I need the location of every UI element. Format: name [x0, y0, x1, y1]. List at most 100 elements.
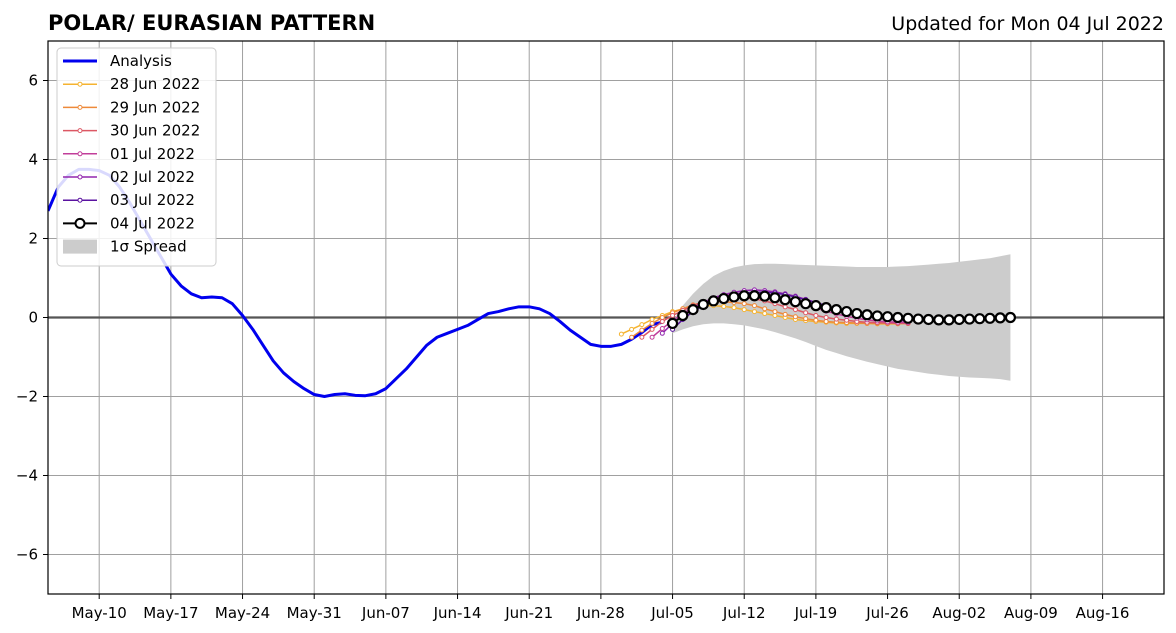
legend-label: 28 Jun 2022 [110, 75, 200, 93]
forecast-point [769, 292, 781, 304]
forecast-point [618, 331, 624, 337]
forecast-point [629, 326, 635, 332]
legend-label: 02 Jul 2022 [110, 168, 195, 186]
forecast-point [933, 314, 945, 326]
forecast-point [762, 311, 768, 317]
forecast-point [851, 307, 863, 320]
forecast-point [902, 312, 914, 324]
forecast-point [731, 305, 737, 311]
legend-label: 1σ Spread [110, 238, 187, 256]
legend-item: 29 Jun 2022 [63, 98, 200, 116]
forecast-point [677, 309, 689, 322]
forecast-point [721, 303, 727, 309]
legend-marker [77, 81, 83, 87]
forecast-point [649, 334, 655, 340]
forecast-point [629, 334, 635, 340]
forecast-point [741, 307, 747, 313]
forecast-point [953, 313, 965, 326]
forecast-point [803, 310, 809, 316]
forecast-point [759, 290, 771, 302]
x-tick-label: Jun-14 [433, 604, 482, 622]
legend-marker [77, 128, 83, 134]
x-tick-label: Aug-16 [1076, 604, 1130, 622]
legend-swatch [63, 239, 97, 254]
forecast-point [912, 313, 924, 325]
legend-label: 30 Jun 2022 [110, 122, 200, 140]
spread-band [672, 254, 1011, 381]
forecast-point [772, 309, 778, 315]
forecast-point [943, 314, 955, 326]
forecast-point [1004, 311, 1017, 324]
forecast-point [728, 291, 740, 303]
legend-item: 02 Jul 2022 [63, 168, 195, 186]
forecast-point [659, 326, 665, 332]
forecast-point [779, 294, 791, 306]
x-tick-label: May-17 [143, 604, 198, 622]
forecast-point [649, 316, 655, 322]
chart-title: POLAR/ EURASIAN PATTERN [48, 11, 375, 35]
y-tick-label: 4 [28, 151, 38, 169]
forecast-point [823, 315, 829, 320]
legend-label: 29 Jun 2022 [110, 98, 200, 116]
forecast-point [922, 313, 935, 326]
legend-item: 01 Jul 2022 [63, 145, 195, 163]
forecast-point [639, 327, 645, 333]
legend-item: 04 Jul 2022 [63, 214, 195, 232]
y-tick-label: −6 [16, 546, 38, 564]
legend: Analysis 28 Jun 2022 29 Jun 2022 30 Jun 202… [56, 47, 217, 267]
x-tick-label: Jun-28 [576, 604, 625, 622]
forecast-point [792, 314, 798, 320]
x-tick-label: May-24 [215, 604, 270, 622]
x-tick-label: Jul-26 [865, 604, 909, 622]
forecast-point [718, 292, 730, 305]
forecast-point [666, 317, 679, 330]
legend-marker [77, 104, 83, 110]
forecast-point [844, 317, 850, 323]
forecast-point [639, 334, 645, 340]
forecast-point [782, 304, 788, 310]
x-tick-label: Jul-05 [650, 604, 694, 622]
forecast-point [659, 330, 665, 336]
legend-item: 03 Jul 2022 [63, 191, 195, 209]
forecast-point [751, 303, 757, 309]
forecast-line [631, 300, 909, 338]
x-tick-label: Jun-07 [361, 604, 410, 622]
updated-date: Updated for Mon 04 Jul 2022 [891, 13, 1164, 35]
forecast-point [772, 313, 778, 319]
forecast-point [789, 296, 802, 308]
legend-marker [77, 174, 83, 180]
forecast-point [639, 322, 645, 328]
legend-item: 30 Jun 2022 [63, 122, 200, 140]
forecast-point [813, 313, 819, 319]
forecast-point [984, 312, 996, 324]
forecast-point [871, 310, 883, 322]
forecast-point [741, 301, 747, 307]
forecast-series-04-jul-2022 [666, 290, 1017, 330]
forecast-point [820, 302, 832, 314]
forecast-point [659, 315, 665, 320]
forecast-point [803, 316, 809, 322]
forecast-point [841, 305, 853, 318]
forecast-point [813, 317, 819, 323]
forecast-point [762, 306, 768, 312]
legend-marker [77, 151, 83, 157]
x-tick-label: Jul-19 [794, 604, 838, 622]
y-tick-label: 6 [28, 72, 38, 90]
forecast-point [738, 290, 750, 302]
forecast-point [830, 304, 842, 316]
forecast-point [833, 316, 839, 322]
forecast-point [974, 313, 986, 325]
y-tick-label: 0 [28, 309, 38, 327]
x-tick-label: Aug-09 [1004, 604, 1058, 622]
x-tick-label: May-31 [287, 604, 342, 622]
x-tick-label: May-10 [72, 604, 127, 622]
forecast-point [881, 311, 894, 323]
forecast-point [748, 290, 761, 302]
forecast-point [810, 300, 822, 312]
legend-marker [77, 197, 83, 203]
legend-label: 01 Jul 2022 [110, 145, 195, 163]
forecast-point [892, 311, 904, 324]
y-tick-label: −4 [16, 467, 38, 485]
y-tick-label: 2 [28, 230, 38, 248]
forecast-point [751, 309, 757, 315]
